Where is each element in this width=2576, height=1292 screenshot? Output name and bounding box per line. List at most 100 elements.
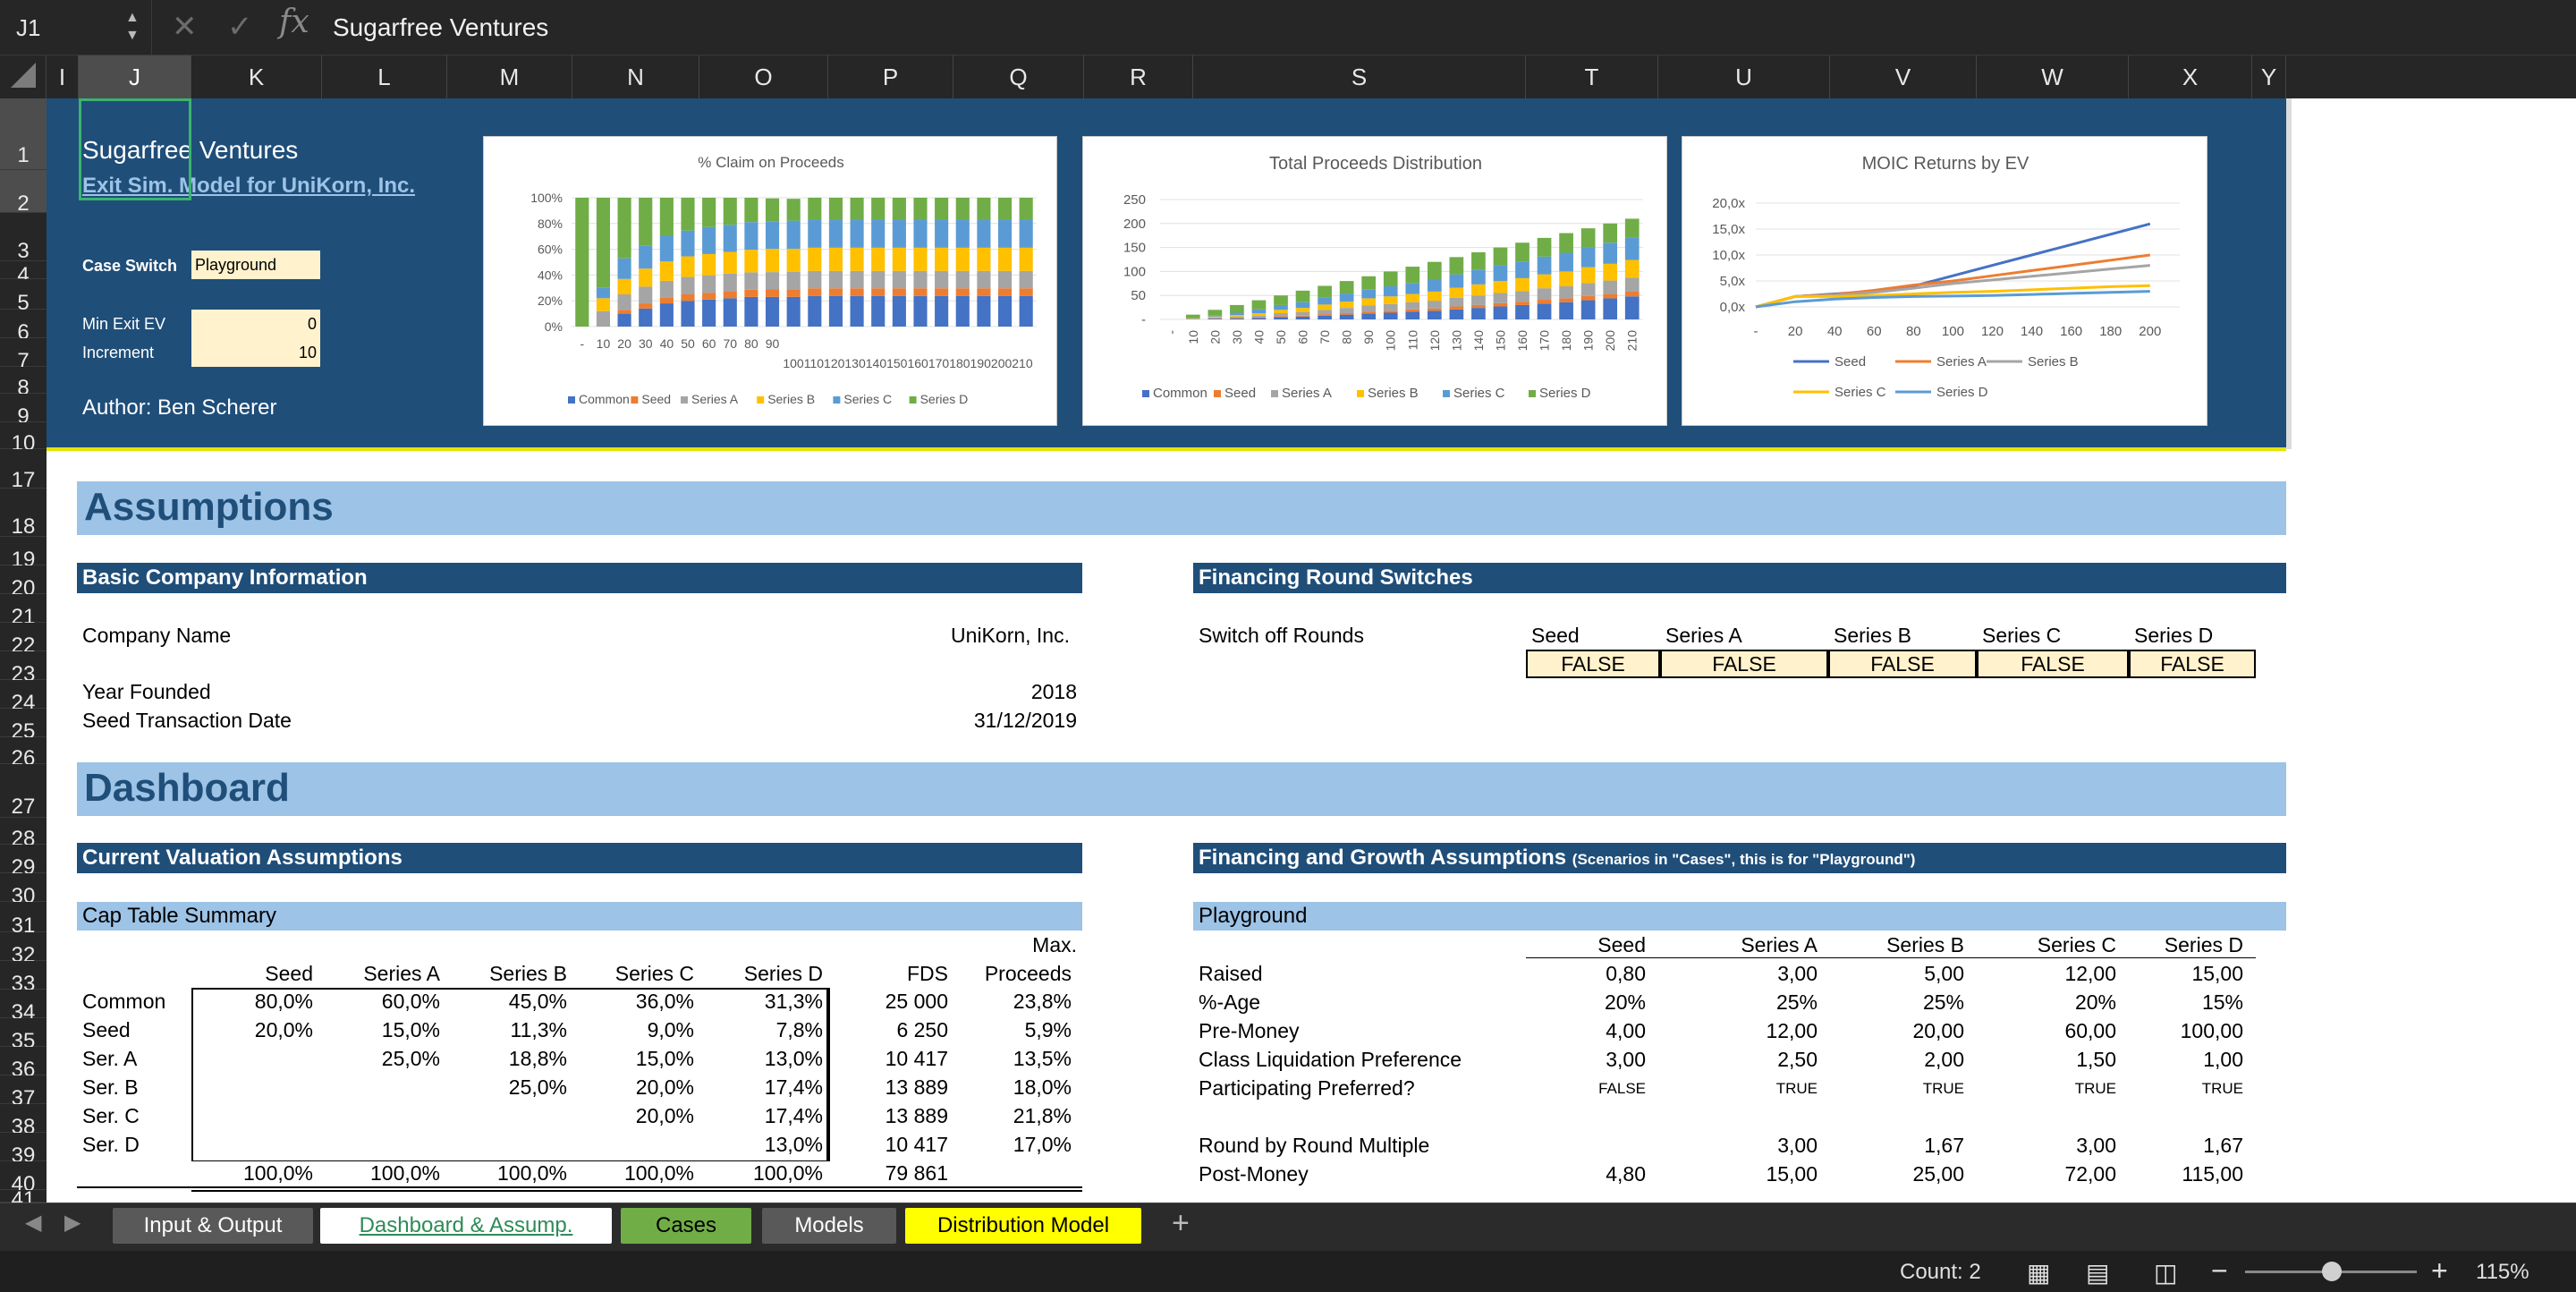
proceeds-chart[interactable]: Total Proceeds Distribution 250 200 150 100 5… <box>1082 136 1667 426</box>
column-header-p[interactable]: P <box>828 55 953 98</box>
cap-cell[interactable]: 17,4% <box>764 1075 823 1099</box>
cap-cell[interactable]: 15,0% <box>381 1018 440 1041</box>
row-header-7[interactable]: 7 <box>0 338 47 373</box>
fin-cell[interactable]: 12,00 <box>2064 962 2116 985</box>
fin-cell[interactable]: 72,00 <box>2064 1162 2116 1186</box>
cap-cell[interactable]: 10 417 <box>885 1133 948 1156</box>
fin-cell[interactable]: 1,67 <box>1924 1134 1964 1157</box>
zoom-in-icon[interactable]: + <box>2431 1254 2448 1287</box>
sheet-tab[interactable]: Cases <box>621 1208 751 1244</box>
column-header-y[interactable]: Y <box>2252 55 2286 98</box>
fin-cell[interactable]: 115,00 <box>2182 1162 2243 1186</box>
switch-value-cell[interactable]: FALSE <box>1977 650 2129 678</box>
switch-value-cell[interactable]: FALSE <box>2129 650 2256 678</box>
column-header-x[interactable]: X <box>2129 55 2252 98</box>
row-header-6[interactable]: 6 <box>0 310 47 344</box>
cap-cell[interactable]: 80,0% <box>254 990 313 1013</box>
cancel-icon[interactable]: ✕ <box>172 10 198 44</box>
name-box[interactable]: J1 <box>0 0 152 55</box>
row-header-23[interactable]: 23 <box>0 651 47 686</box>
row-header-18[interactable]: 18 <box>0 489 47 539</box>
cap-cell[interactable]: 100,0% <box>496 1161 567 1185</box>
cap-cell[interactable]: 9,0% <box>647 1018 694 1041</box>
cap-cell[interactable]: 5,9% <box>1024 1018 1072 1041</box>
page-layout-icon[interactable]: ▤ <box>2086 1259 2110 1287</box>
fin-cell[interactable]: 20% <box>1604 990 1646 1014</box>
select-all-button[interactable] <box>0 55 47 98</box>
column-header-q[interactable]: Q <box>953 55 1084 98</box>
switch-value-cell[interactable]: FALSE <box>1526 650 1660 678</box>
column-header-o[interactable]: O <box>699 55 828 98</box>
case-switch-input[interactable]: Playground <box>191 251 320 279</box>
formula-input[interactable]: Sugarfree Ventures <box>333 13 549 41</box>
fin-cell[interactable]: 1,00 <box>2203 1048 2243 1071</box>
row-header-41[interactable]: 41 <box>0 1189 47 1211</box>
switch-value-cell[interactable]: FALSE <box>1828 650 1977 678</box>
column-header-l[interactable]: L <box>322 55 447 98</box>
add-sheet-button[interactable]: + <box>1172 1206 1190 1240</box>
sheet-tab[interactable]: Distribution Model <box>905 1208 1141 1244</box>
cap-cell[interactable]: 79 861 <box>885 1161 948 1185</box>
fin-cell[interactable]: 20% <box>2074 990 2116 1014</box>
fin-cell[interactable]: 15% <box>2201 990 2243 1014</box>
page-break-icon[interactable]: ◫ <box>2154 1259 2178 1287</box>
fin-cell[interactable]: 15,00 <box>2191 962 2243 985</box>
sheet-tab[interactable]: Models <box>762 1208 896 1244</box>
row-header-31[interactable]: 31 <box>0 902 47 938</box>
row-header-28[interactable]: 28 <box>0 818 47 851</box>
row-header-38[interactable]: 38 <box>0 1104 47 1139</box>
fin-cell[interactable]: 15,00 <box>1766 1162 1818 1186</box>
fx-icon[interactable]: fx <box>279 4 309 40</box>
row-header-39[interactable]: 39 <box>0 1133 47 1168</box>
cap-cell[interactable]: 18,8% <box>508 1047 567 1070</box>
row-header-2[interactable]: 2 <box>0 170 47 216</box>
row-header-25[interactable]: 25 <box>0 709 47 744</box>
cap-cell[interactable]: 10 417 <box>885 1047 948 1070</box>
fin-cell[interactable]: 5,00 <box>1924 962 1964 985</box>
check-icon[interactable]: ✓ <box>227 10 253 44</box>
fin-cell[interactable]: TRUE <box>2074 1080 2116 1097</box>
row-header-17[interactable]: 17 <box>0 449 47 492</box>
fin-cell[interactable]: 0,80 <box>1606 962 1646 985</box>
fin-cell[interactable]: 3,00 <box>1777 962 1818 985</box>
cap-cell[interactable]: 13 889 <box>885 1104 948 1127</box>
fin-cell[interactable]: 3,00 <box>1777 1134 1818 1157</box>
fin-cell[interactable]: TRUE <box>1922 1080 1964 1097</box>
fin-cell[interactable]: 4,80 <box>1606 1162 1646 1186</box>
cap-cell[interactable]: 21,8% <box>1013 1104 1072 1127</box>
cap-cell[interactable]: 11,3% <box>510 1018 567 1041</box>
fin-cell[interactable]: 3,00 <box>1606 1048 1646 1071</box>
row-header-35[interactable]: 35 <box>0 1018 47 1053</box>
cap-cell[interactable]: 23,8% <box>1013 990 1072 1013</box>
cap-cell[interactable]: 20,0% <box>254 1018 313 1041</box>
cap-cell[interactable]: 13,5% <box>1013 1047 1072 1070</box>
prev-sheet-icon[interactable]: ◀ <box>25 1211 42 1235</box>
column-header-u[interactable]: U <box>1658 55 1830 98</box>
cap-cell[interactable]: 13,0% <box>764 1047 823 1070</box>
row-header-8[interactable]: 8 <box>0 367 47 400</box>
row-header-10[interactable]: 10 <box>0 422 47 455</box>
column-header-n[interactable]: N <box>572 55 699 98</box>
row-header-22[interactable]: 22 <box>0 623 47 658</box>
cap-cell[interactable]: 100,0% <box>752 1161 823 1185</box>
fin-cell[interactable]: 100,00 <box>2180 1019 2243 1042</box>
cap-cell[interactable]: 7,8% <box>775 1018 823 1041</box>
fin-cell[interactable]: TRUE <box>2201 1080 2243 1097</box>
claim-chart[interactable]: % Claim on Proceeds 100% 80% 60% 40% 20% 0% -10… <box>483 136 1057 426</box>
name-box-stepper-icon[interactable]: ▲ ▼ <box>125 10 140 43</box>
cap-cell[interactable]: 15,0% <box>635 1047 694 1070</box>
fin-cell[interactable]: 25% <box>1775 990 1818 1014</box>
row-header-4[interactable]: 4 <box>0 261 47 287</box>
fin-cell[interactable]: 25,00 <box>1912 1162 1964 1186</box>
row-header-30[interactable]: 30 <box>0 873 47 908</box>
fin-cell[interactable]: 3,00 <box>2076 1134 2116 1157</box>
fin-cell[interactable]: 25% <box>1922 990 1964 1014</box>
cap-cell[interactable]: 100,0% <box>623 1161 694 1185</box>
row-header-36[interactable]: 36 <box>0 1047 47 1082</box>
cap-cell[interactable]: 25,0% <box>381 1047 440 1070</box>
row-header-32[interactable]: 32 <box>0 932 47 967</box>
row-header-27[interactable]: 27 <box>0 764 47 819</box>
column-header-k[interactable]: K <box>191 55 322 98</box>
cap-cell[interactable]: 25 000 <box>885 990 948 1013</box>
cap-cell[interactable]: 20,0% <box>635 1104 694 1127</box>
